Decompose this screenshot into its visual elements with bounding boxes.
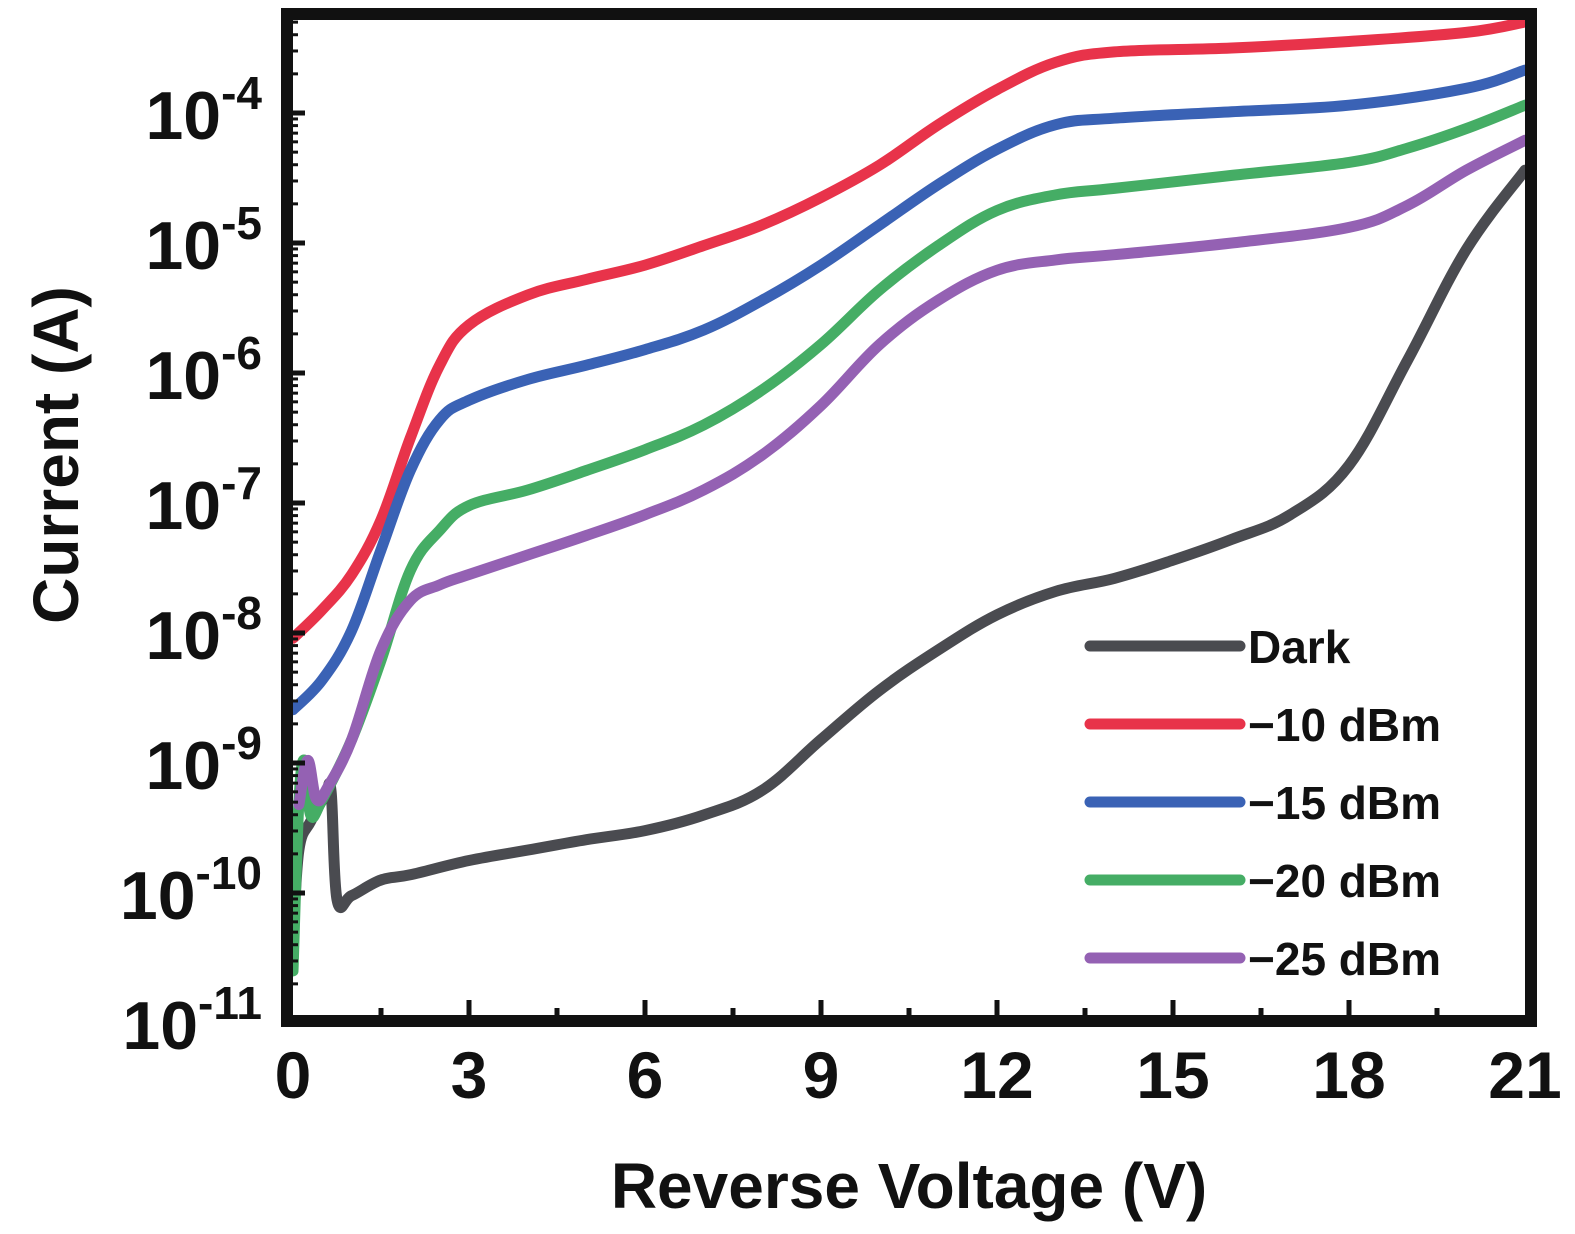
x-tick-label: 3 [451, 1038, 488, 1112]
legend-item: −20 dBm [1084, 855, 1441, 907]
ticks-layer [293, 20, 1440, 1015]
y-tick-label: 10-5 [145, 197, 262, 284]
legend-label: −20 dBm [1248, 855, 1441, 907]
y-tick-label: 10-8 [145, 587, 262, 674]
legend-label: Dark [1248, 621, 1351, 673]
series-line-dark [291, 164, 1527, 946]
series-line-10-dbm [291, 18, 1527, 644]
x-tick-label: 6 [627, 1038, 664, 1112]
x-tick-label: 18 [1312, 1038, 1385, 1112]
legend: Dark −10 dBm −15 dBm −20 dBm −25 dBm [1084, 621, 1441, 985]
x-tick-label: 21 [1488, 1038, 1561, 1112]
legend-item: Dark [1084, 621, 1351, 673]
legend-item: −15 dBm [1084, 777, 1441, 829]
x-tick-label: 9 [803, 1038, 840, 1112]
legend-item: −25 dBm [1084, 933, 1441, 985]
y-tick-label: 10-11 [122, 977, 262, 1064]
legend-label: −25 dBm [1248, 933, 1441, 985]
y-tick-label: 10-6 [145, 327, 262, 414]
legend-label: −15 dBm [1248, 777, 1441, 829]
legend-item: −10 dBm [1084, 699, 1441, 751]
x-tick-label: 12 [960, 1038, 1033, 1112]
tick-labels-layer: 0 3 6 9 12 15 18 21 10-11 10-10 10-9 10-8 10-7 10-6 10… [120, 67, 1562, 1112]
x-axis-title: Reverse Voltage (V) [611, 1150, 1207, 1222]
x-tick-label: 15 [1136, 1038, 1209, 1112]
series-line-25-dbm [293, 134, 1527, 811]
y-tick-label: 10-9 [145, 717, 262, 804]
series-layer [291, 18, 1527, 977]
y-tick-label: 10-10 [120, 847, 262, 934]
series-line-15-dbm [291, 64, 1527, 716]
series-line-20-dbm [291, 99, 1527, 977]
x-tick-label: 0 [275, 1038, 312, 1112]
plot-frame [281, 8, 1537, 1027]
y-tick-label: 10-7 [145, 457, 262, 544]
legend-label: −10 dBm [1248, 699, 1441, 751]
y-axis-title: Current (A) [20, 286, 92, 624]
y-tick-label: 10-4 [145, 67, 262, 154]
